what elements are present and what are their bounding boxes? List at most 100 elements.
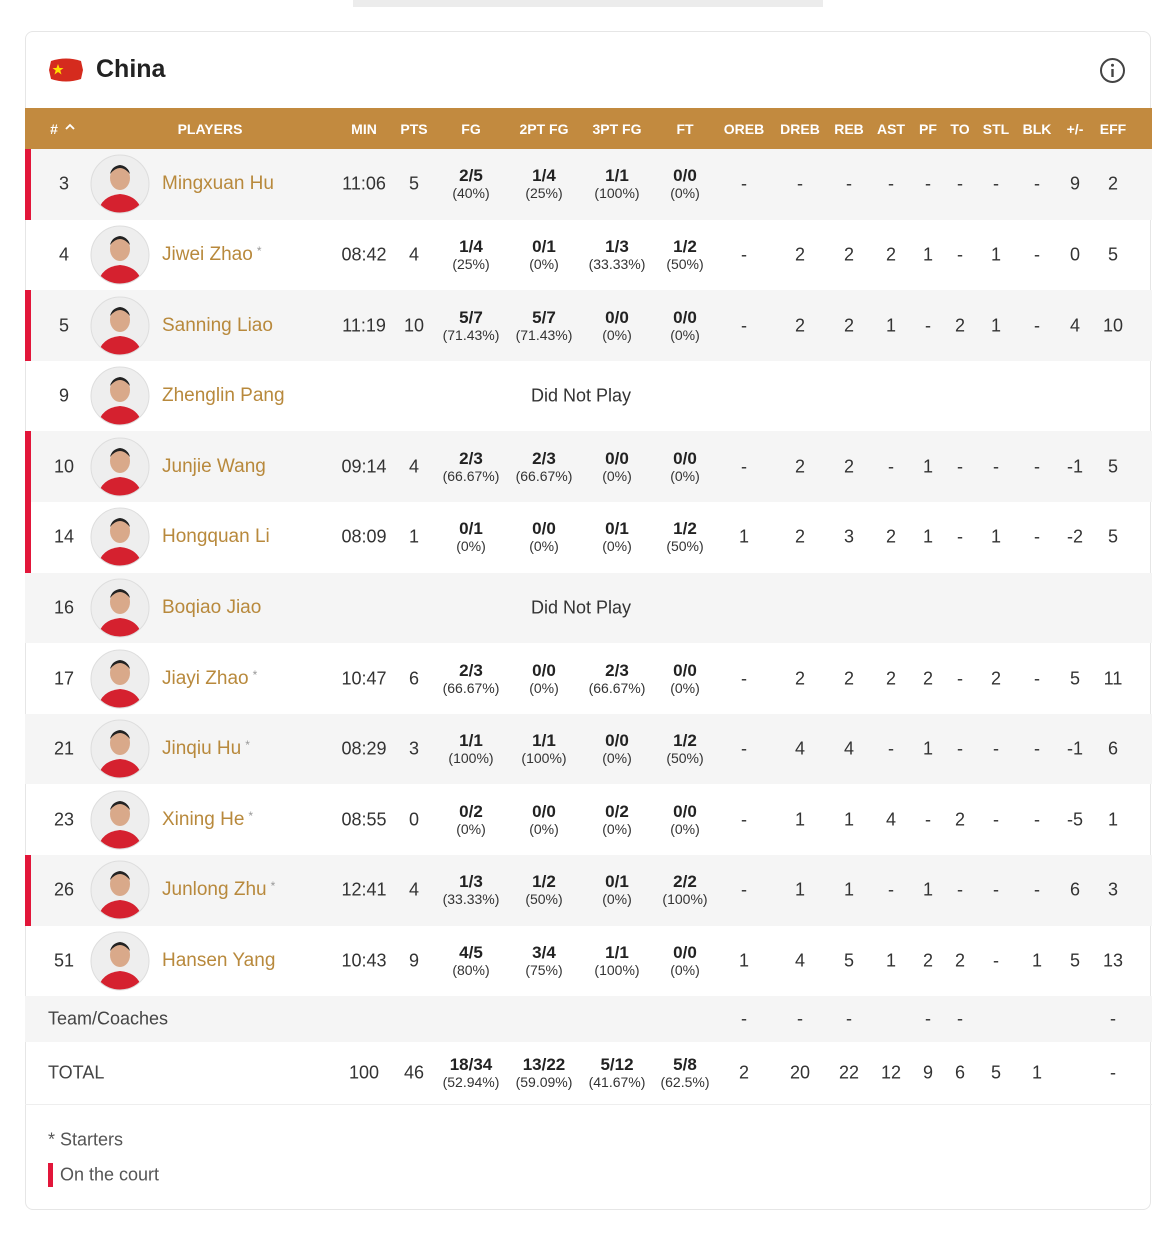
player-name[interactable]: Hongquan Li <box>162 526 270 548</box>
info-icon[interactable] <box>1099 57 1126 84</box>
column-header: REB <box>834 121 864 137</box>
stat-cell: 4 <box>408 244 420 265</box>
player-name[interactable]: Zhenglin Pang <box>162 385 285 407</box>
stat-cell: - <box>888 173 894 194</box>
player-name[interactable]: Boqiao Jiao <box>162 597 261 619</box>
stat-cell: - <box>846 173 852 194</box>
made-attempts: 0/2 <box>605 801 629 821</box>
made-attempts: 2/2 <box>673 872 697 892</box>
sort-icon[interactable] <box>64 122 76 132</box>
percentage: (0%) <box>670 326 700 343</box>
percentage: (0%) <box>670 820 700 837</box>
player-name[interactable]: Jiwei Zhao * <box>162 244 262 266</box>
stat-cell: - <box>741 809 747 830</box>
player-name[interactable]: Junlong Zhu * <box>162 879 275 901</box>
stat-cell: 2 <box>843 668 855 688</box>
stat-cell: 2 <box>885 244 897 265</box>
jersey-number: 21 <box>53 738 75 759</box>
player-name[interactable]: Sanning Liao <box>162 315 273 337</box>
player-name[interactable]: Mingxuan Hu <box>162 173 274 195</box>
percentage: (33.33%) <box>442 891 500 908</box>
stat-cell: 100 <box>348 1062 380 1083</box>
stat-cell: 1 <box>843 879 855 900</box>
starter-mark: * <box>256 243 262 258</box>
stat-cell: 6 <box>1069 879 1081 900</box>
made-attempts: 0/0 <box>673 942 697 962</box>
stat-cell: 1 <box>990 526 1002 547</box>
made-attempts: 0/0 <box>673 660 697 680</box>
shot-cell: 2/3 (66.67%) <box>443 449 500 485</box>
made-attempts: 1/2 <box>673 731 697 751</box>
player-name[interactable]: Xining He * <box>162 809 253 831</box>
stat-cell: 4 <box>408 456 420 477</box>
percentage: (25%) <box>452 255 490 272</box>
percentage: (66.67%) <box>442 679 500 696</box>
made-attempts: 2/5 <box>459 166 483 186</box>
made-attempts: 0/0 <box>605 448 629 468</box>
made-attempts: 0/0 <box>532 519 556 539</box>
did-not-play: Did Not Play <box>530 597 632 618</box>
stat-cell: 3 <box>408 738 420 759</box>
player-photo <box>90 154 150 214</box>
stat-cell: - <box>1110 1062 1116 1083</box>
stat-cell: - <box>993 738 999 759</box>
stat-cell: 12:41 <box>341 879 387 900</box>
stat-cell: 1 <box>738 950 750 971</box>
stat-cell: - <box>1034 809 1040 830</box>
jersey-number: 9 <box>58 385 70 406</box>
player-name[interactable]: Jinqiu Hu * <box>162 738 250 760</box>
stat-cell: - <box>957 1008 963 1029</box>
stat-cell: 1 <box>922 738 934 759</box>
jersey-number: 17 <box>53 668 75 688</box>
percentage: (100%) <box>448 750 494 767</box>
team-label: Team/Coaches <box>48 1008 169 1029</box>
shot-cell: 1/1 (100%) <box>594 943 639 979</box>
stat-cell: 5 <box>1069 668 1081 688</box>
stat-cell: 08:42 <box>341 244 387 265</box>
made-attempts: 2/3 <box>459 448 483 468</box>
player-name[interactable]: Jiayi Zhao * <box>162 668 257 690</box>
stat-cell: 2 <box>794 456 806 477</box>
starter-mark: * <box>48 1129 56 1150</box>
stat-cell: 2 <box>738 1062 750 1083</box>
stat-cell: 2 <box>990 668 1002 688</box>
shot-cell: 13/22 (59.09%) <box>516 1055 573 1091</box>
player-name[interactable]: Hansen Yang <box>162 950 275 972</box>
stat-cell: 4 <box>794 738 806 759</box>
made-attempts: 0/1 <box>605 872 629 892</box>
percentage: (80%) <box>452 961 490 978</box>
on-court-swatch <box>48 1163 53 1187</box>
made-attempts: 0/0 <box>532 801 556 821</box>
top-bar <box>353 0 823 7</box>
shot-cell: 1/2 (50%) <box>666 519 703 555</box>
on-court-marker <box>25 290 31 361</box>
column-header: 3PT FG <box>592 121 642 137</box>
stat-cell: 2 <box>794 526 806 547</box>
stat-cell: -1 <box>1066 456 1084 477</box>
percentage: (52.94%) <box>442 1074 500 1091</box>
shot-cell: 0/1 (0%) <box>456 519 486 555</box>
stat-cell: - <box>925 315 931 335</box>
made-attempts: 1/3 <box>605 236 629 256</box>
column-header: PTS <box>400 121 428 137</box>
shot-cell: 5/7 (71.43%) <box>443 308 500 344</box>
player-name[interactable]: Junjie Wang <box>162 456 266 478</box>
percentage: (40%) <box>452 185 490 202</box>
player-photo <box>90 719 150 779</box>
player-row <box>25 855 1152 926</box>
percentage: (0%) <box>602 326 632 343</box>
stat-cell: 1 <box>922 879 934 900</box>
percentage: (41.67%) <box>588 1074 646 1091</box>
total-row <box>25 1042 1152 1106</box>
stat-cell: - <box>925 809 931 830</box>
stat-cell: - <box>741 315 747 335</box>
shot-cell: 3/4 (75%) <box>525 943 562 979</box>
percentage: (0%) <box>456 538 486 555</box>
made-attempts: 2/3 <box>532 448 556 468</box>
stat-cell: - <box>1034 668 1040 688</box>
stat-cell: 1 <box>1031 950 1043 971</box>
column-header: PF <box>919 121 937 137</box>
stat-cell: 0 <box>408 809 420 830</box>
stat-cell: 22 <box>838 1062 860 1083</box>
made-attempts: 13/22 <box>522 1055 566 1075</box>
